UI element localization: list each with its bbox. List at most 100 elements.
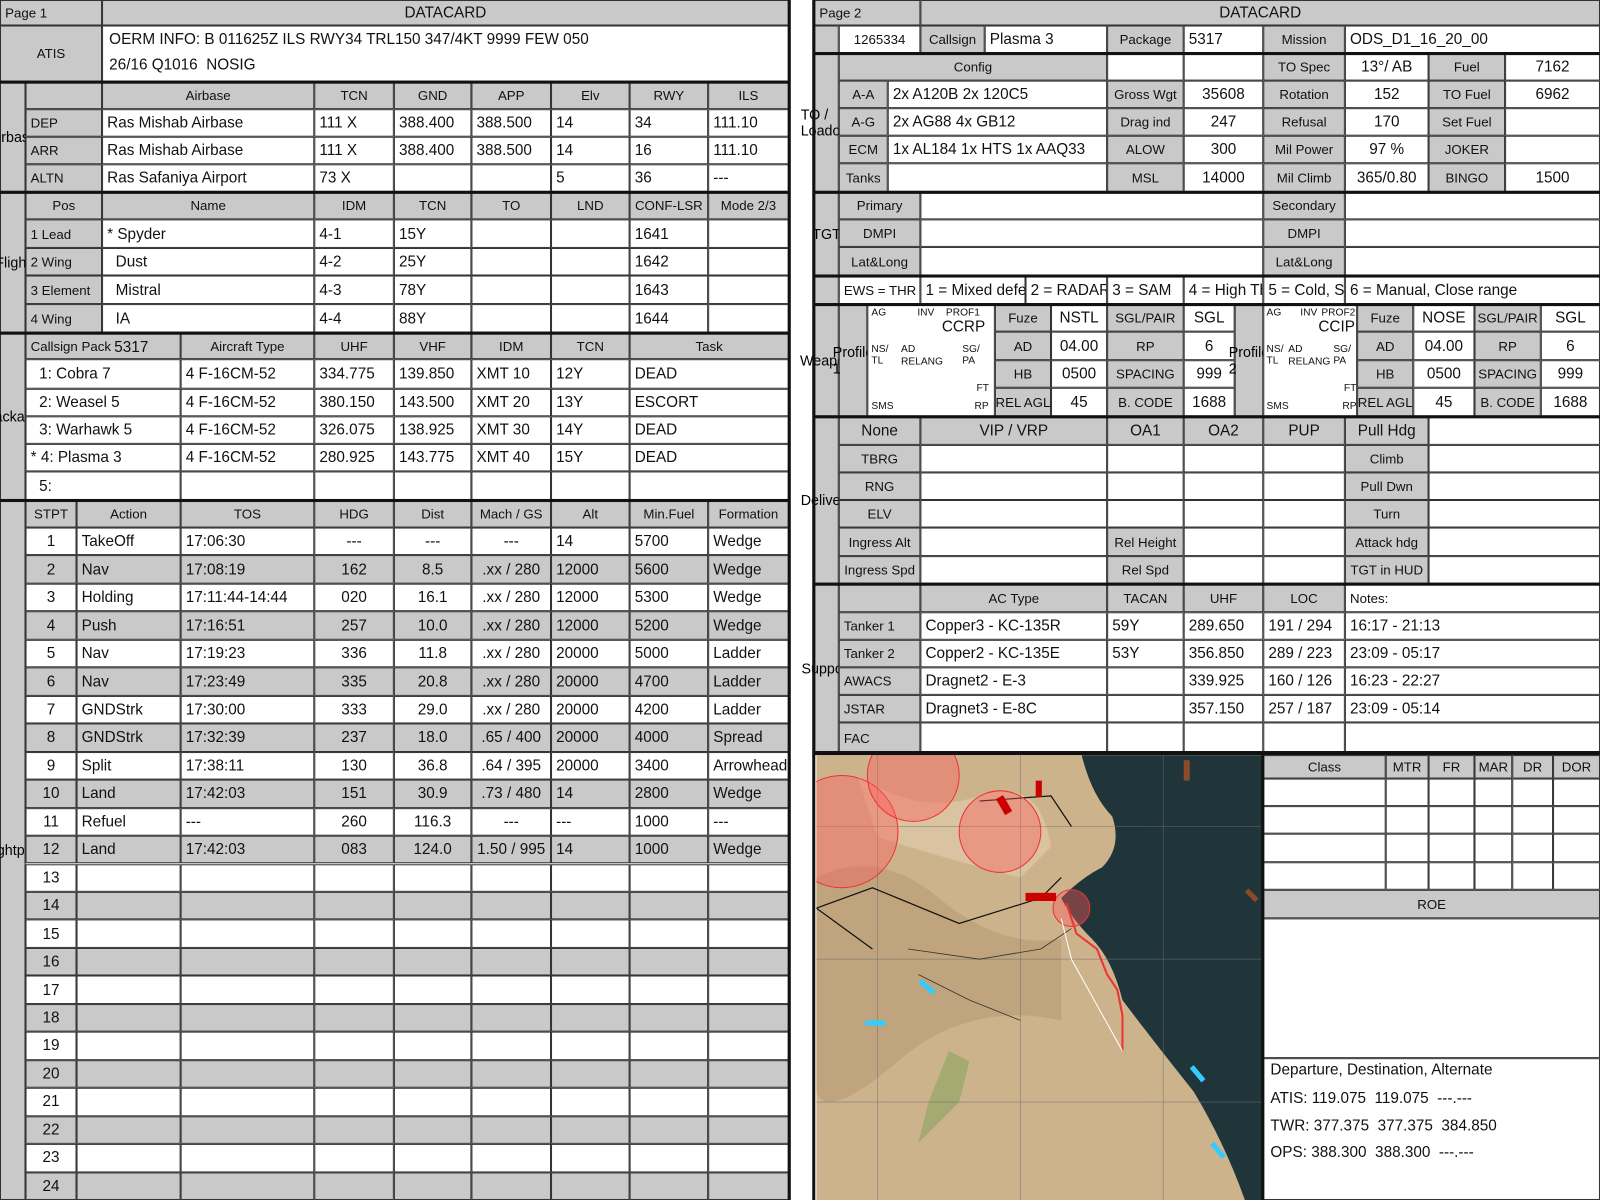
cell: [551, 891, 630, 920]
cell: 14: [551, 835, 630, 864]
column-header: Pos: [25, 191, 103, 220]
cell: [920, 527, 1108, 557]
cell: 15: [25, 919, 77, 948]
row-label: Set Fuel: [1428, 108, 1506, 136]
cell: .65 / 400: [471, 723, 552, 752]
cell: 16: [25, 947, 77, 976]
cell: [1263, 833, 1386, 863]
cell: 14: [551, 779, 630, 808]
cell: 260: [314, 807, 394, 836]
cell: Nav: [76, 639, 181, 668]
cell: ---: [551, 807, 630, 836]
cell: 20000: [551, 751, 630, 780]
cell: XMT 30: [471, 416, 552, 444]
row-label: Lat&Long: [838, 246, 921, 276]
cell: 17:32:39: [180, 723, 315, 752]
cell: [76, 975, 181, 1004]
cell: 45: [1413, 387, 1475, 417]
cell: [180, 975, 315, 1004]
cell: Ras Mishab Airbase: [102, 109, 315, 137]
cell: 14: [25, 891, 77, 920]
cell: [629, 891, 709, 920]
section-label: Flight: [0, 191, 30, 333]
cell: [1428, 778, 1475, 807]
column-header: Task: [629, 332, 789, 360]
cell: 14: [551, 527, 630, 556]
cell: [551, 1003, 630, 1032]
cell: Dust: [102, 247, 315, 276]
profile-box: AG INV PROF2 CCIP NS/ TL AD RELANG SG/ PA FT SMS R…: [1263, 304, 1358, 417]
cell: [76, 1059, 181, 1088]
atis-text: OERM INFO: B 011625Z ILS RWY34 TRL150 34…: [102, 25, 789, 82]
cell: 12Y: [551, 359, 630, 389]
cell: 22: [25, 1115, 77, 1144]
cell: 5300: [629, 583, 709, 612]
row-label: 2 Wing: [25, 247, 103, 276]
cell: [1263, 444, 1345, 473]
atis-line: 26/16 Q1016 NOSIG: [109, 56, 256, 74]
cell: [551, 1087, 630, 1116]
cell: 1642: [629, 247, 709, 276]
cell: [629, 1115, 709, 1144]
cell: [314, 891, 394, 920]
cell: 17:42:03: [180, 835, 315, 864]
cell: [920, 472, 1108, 500]
cell: 18.0: [393, 723, 472, 752]
cell: 59Y: [1107, 612, 1184, 640]
cell: 4-3: [314, 275, 394, 305]
cell: 10: [25, 779, 77, 808]
cell: [1474, 806, 1513, 834]
cell: 16: [629, 136, 709, 165]
column-header: VIP / VRP: [920, 416, 1108, 445]
profile-box-label: SG/ PA: [962, 343, 980, 367]
cell: [551, 304, 630, 333]
cell: 4700: [629, 667, 709, 696]
cell: 5200: [629, 611, 709, 640]
section-divider: [814, 751, 1600, 756]
friendly-icon: [918, 979, 936, 995]
cell: XMT 10: [471, 359, 552, 389]
cell: [471, 891, 552, 920]
cell: [629, 1087, 709, 1116]
threat-ring: [866, 755, 960, 822]
friendly-icon: [1210, 1141, 1226, 1159]
column-header: HDG: [314, 499, 394, 528]
cell: [708, 1003, 789, 1032]
cell: [1428, 444, 1600, 473]
cell: [180, 1059, 315, 1088]
cell: [1474, 833, 1513, 863]
cell: 36.8: [393, 751, 472, 780]
cell: [629, 471, 789, 500]
threat-ring: [1052, 889, 1091, 928]
cell: 143.775: [393, 443, 472, 472]
cell: [1107, 499, 1184, 528]
cell: [708, 1115, 789, 1144]
column-header: [25, 81, 103, 110]
row-label: Gross Wgt: [1107, 80, 1184, 109]
section-label-text: Flight: [0, 254, 31, 271]
cell: DEAD: [629, 416, 789, 444]
cell: [1263, 722, 1345, 754]
cell: Land: [76, 835, 181, 864]
cell: [1183, 472, 1264, 500]
cell: [920, 722, 1108, 754]
cell: [1183, 53, 1264, 81]
section-label: TO / Loadout: [801, 53, 852, 192]
cell: [471, 1087, 552, 1116]
threat-icon: [1035, 780, 1042, 797]
cell: [708, 219, 789, 248]
profile-box-label: SMS: [1266, 401, 1289, 413]
cell: Wedge: [708, 835, 789, 864]
cell: [551, 275, 630, 305]
cell: Copper3 - KC-135R: [920, 612, 1108, 640]
cell: 152: [1344, 80, 1429, 109]
cell: 139.850: [393, 359, 472, 389]
cell: [314, 947, 394, 976]
cell: NOSE: [1413, 304, 1475, 332]
cell: [314, 1143, 394, 1172]
cell: ---: [314, 527, 394, 556]
row-label: REL AGL: [1357, 387, 1414, 417]
row-label: A-A: [838, 80, 888, 109]
cell: 170: [1344, 108, 1429, 136]
cell: [471, 275, 552, 305]
